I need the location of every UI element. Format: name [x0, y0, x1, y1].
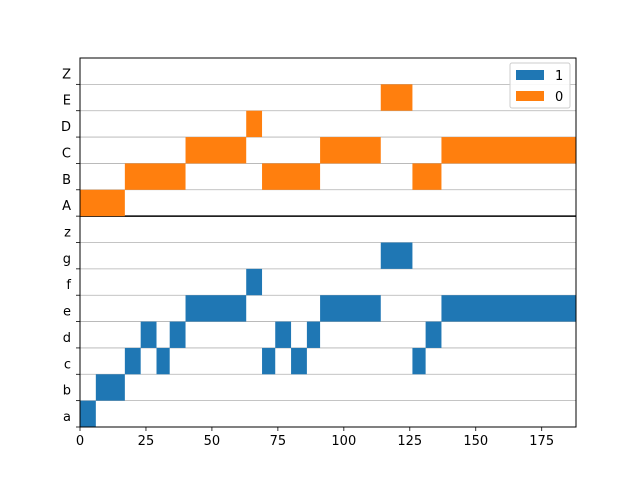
bar-lower-b-0	[95, 374, 125, 401]
bar-lower-e-1	[320, 295, 381, 322]
legend-label-0: 0	[555, 90, 563, 105]
y-tick-label-lower-e: e	[63, 305, 71, 320]
x-tick-label-50: 50	[204, 434, 221, 449]
bar-lower-d-4	[425, 321, 442, 348]
y-tick-label-lower-a: a	[63, 410, 71, 425]
bar-lower-c-4	[412, 347, 426, 375]
y-tick-label-upper-a: A	[62, 199, 71, 214]
bar-upper-b-1	[262, 163, 321, 190]
y-tick-label-lower-c: c	[64, 357, 71, 372]
y-tick-label-upper-z: Z	[62, 67, 71, 82]
bar-upper-b-0	[124, 163, 186, 190]
bars	[80, 84, 576, 427]
bar-lower-c-1	[156, 347, 170, 375]
y-tick-label-lower-f: f	[66, 278, 71, 293]
x-tick-label-0: 0	[76, 434, 84, 449]
x-axis: 0 25 50 75 100 125 150 175	[76, 427, 554, 449]
y-tick-label-lower-d: d	[63, 331, 71, 346]
y-tick-label-upper-b: B	[62, 173, 71, 188]
x-tick-label-125: 125	[397, 434, 422, 449]
bar-upper-b-2	[412, 163, 442, 190]
bar-lower-d-0	[140, 321, 157, 348]
legend-swatch-0	[516, 91, 544, 101]
x-tick-label-150: 150	[463, 434, 488, 449]
bar-lower-d-3	[306, 321, 321, 348]
bar-lower-c-0	[124, 347, 141, 375]
bar-lower-d-1	[169, 321, 186, 348]
x-tick-label-175: 175	[529, 434, 554, 449]
x-tick-label-75: 75	[270, 434, 287, 449]
bar-lower-c-2	[262, 347, 276, 375]
bar-lower-c-3	[291, 347, 307, 375]
bar-lower-e-0	[185, 295, 247, 322]
y-tick-label-lower-b: b	[63, 384, 71, 399]
x-tick-label-25: 25	[138, 434, 155, 449]
y-tick-label-lower-g: g	[63, 252, 71, 267]
legend-label-1: 1	[555, 69, 563, 84]
bar-upper-c-1	[320, 137, 381, 164]
legend: 10	[509, 62, 571, 109]
bar-upper-c-2	[441, 137, 576, 164]
bar-upper-e-0	[380, 84, 413, 111]
y-tick-label-upper-c: C	[62, 146, 71, 161]
bar-upper-d-0	[246, 110, 263, 138]
y-tick-label-upper-d: D	[61, 120, 71, 135]
bar-upper-c-0	[185, 137, 247, 164]
bar-lower-a-0	[80, 400, 96, 427]
y-tick-label-upper-e: E	[63, 94, 71, 109]
bar-lower-f-0	[246, 268, 263, 296]
bar-lower-g-0	[380, 242, 413, 269]
bar-upper-a-0	[80, 189, 125, 217]
x-tick-label-100: 100	[331, 434, 356, 449]
legend-swatch-1	[516, 70, 544, 80]
bar-lower-d-2	[275, 321, 292, 348]
y-tick-label-lower-z: z	[64, 226, 71, 241]
bar-lower-e-2	[441, 295, 576, 322]
